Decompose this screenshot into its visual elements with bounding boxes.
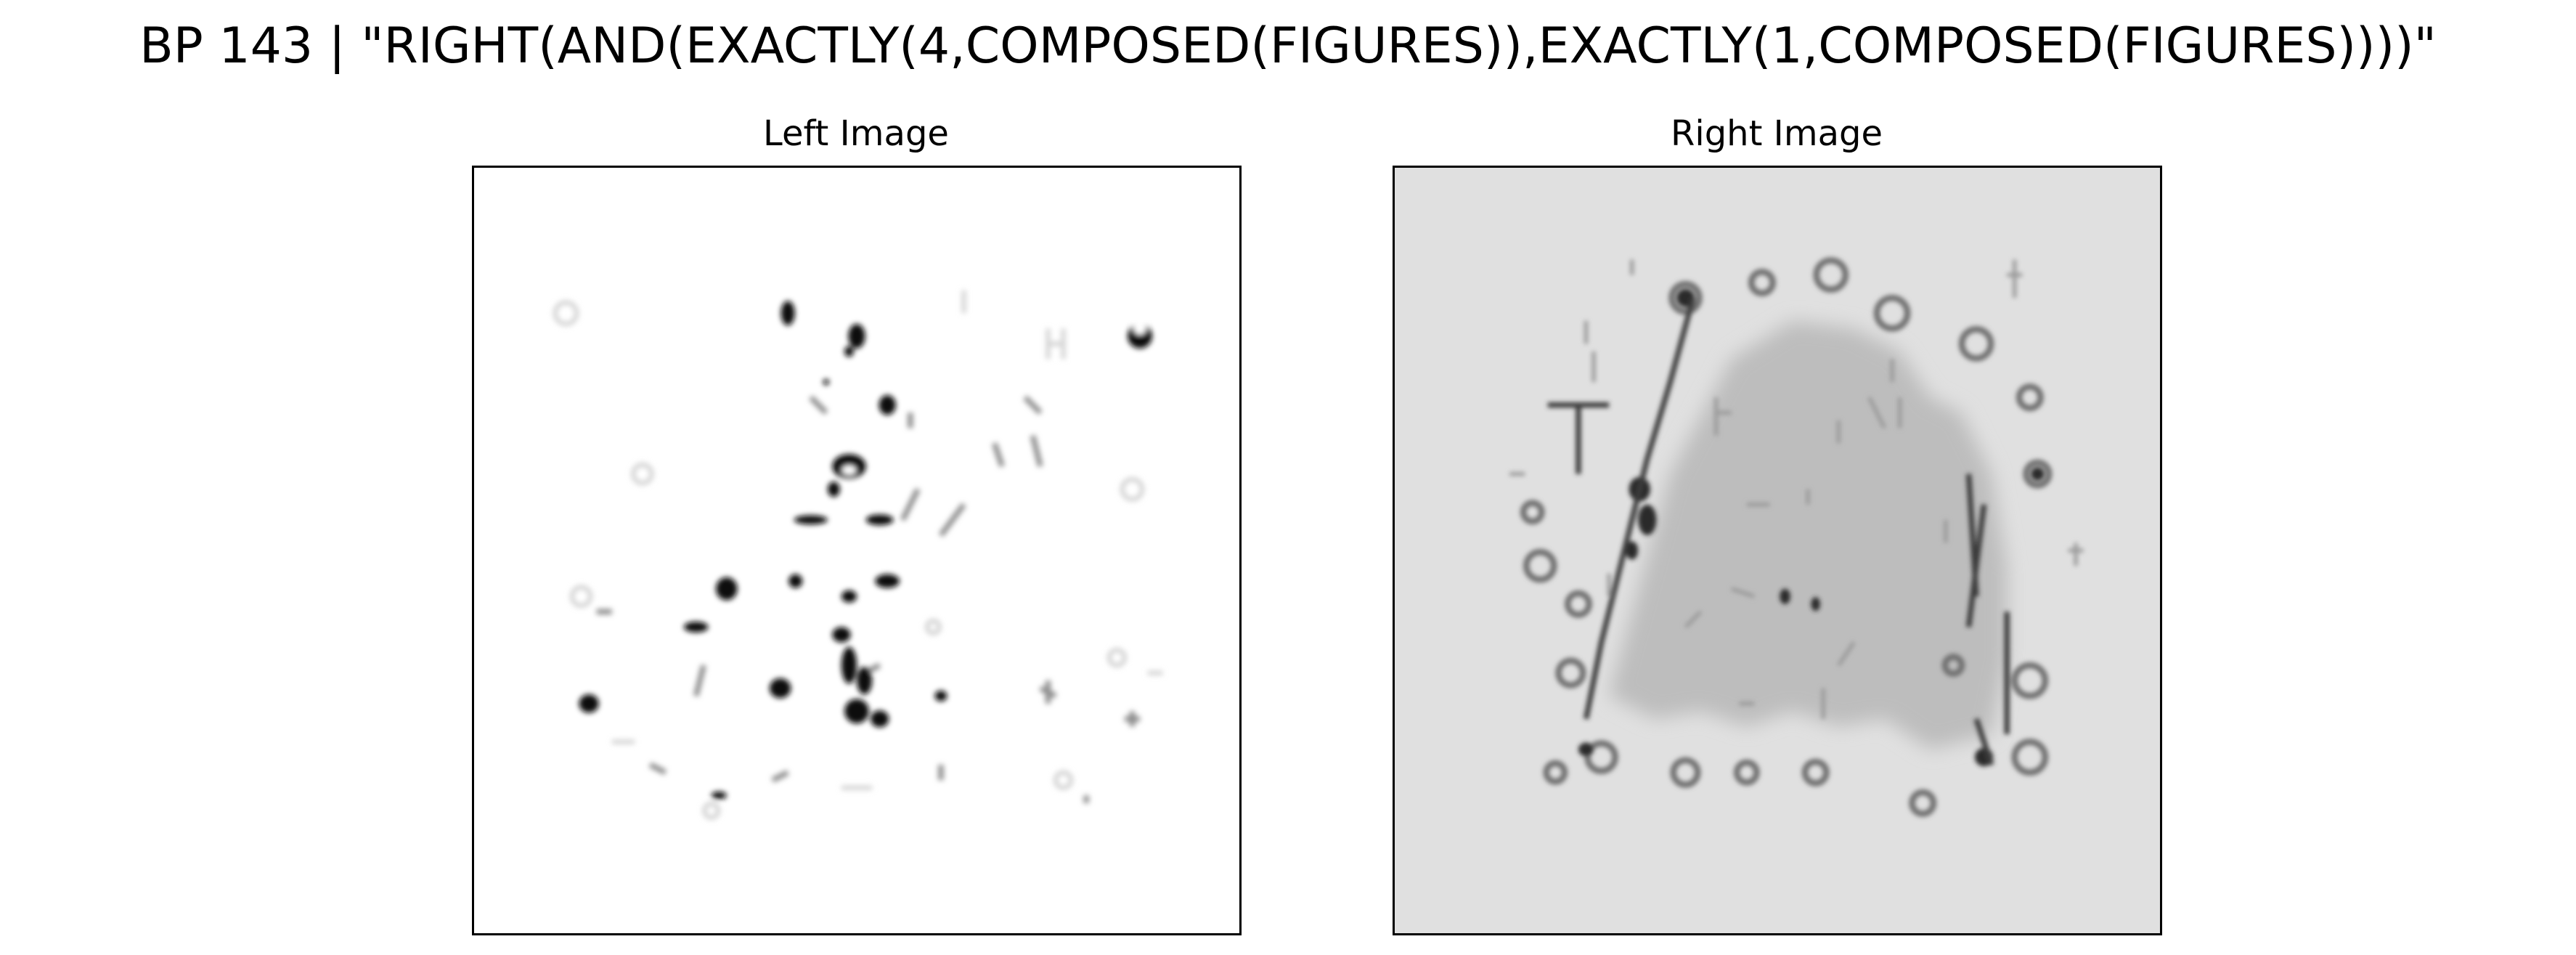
left-image-panel: [472, 166, 1242, 935]
left-image-pattern: [553, 290, 1163, 821]
figure-title: BP 143 | "RIGHT(AND(EXACTLY(4,COMPOSED(F…: [139, 17, 2437, 75]
left-image-title: Left Image: [763, 113, 949, 154]
right-image-pattern: [1509, 257, 2084, 817]
right-image-title: Right Image: [1671, 113, 1883, 154]
right-image-panel: [1393, 166, 2162, 935]
